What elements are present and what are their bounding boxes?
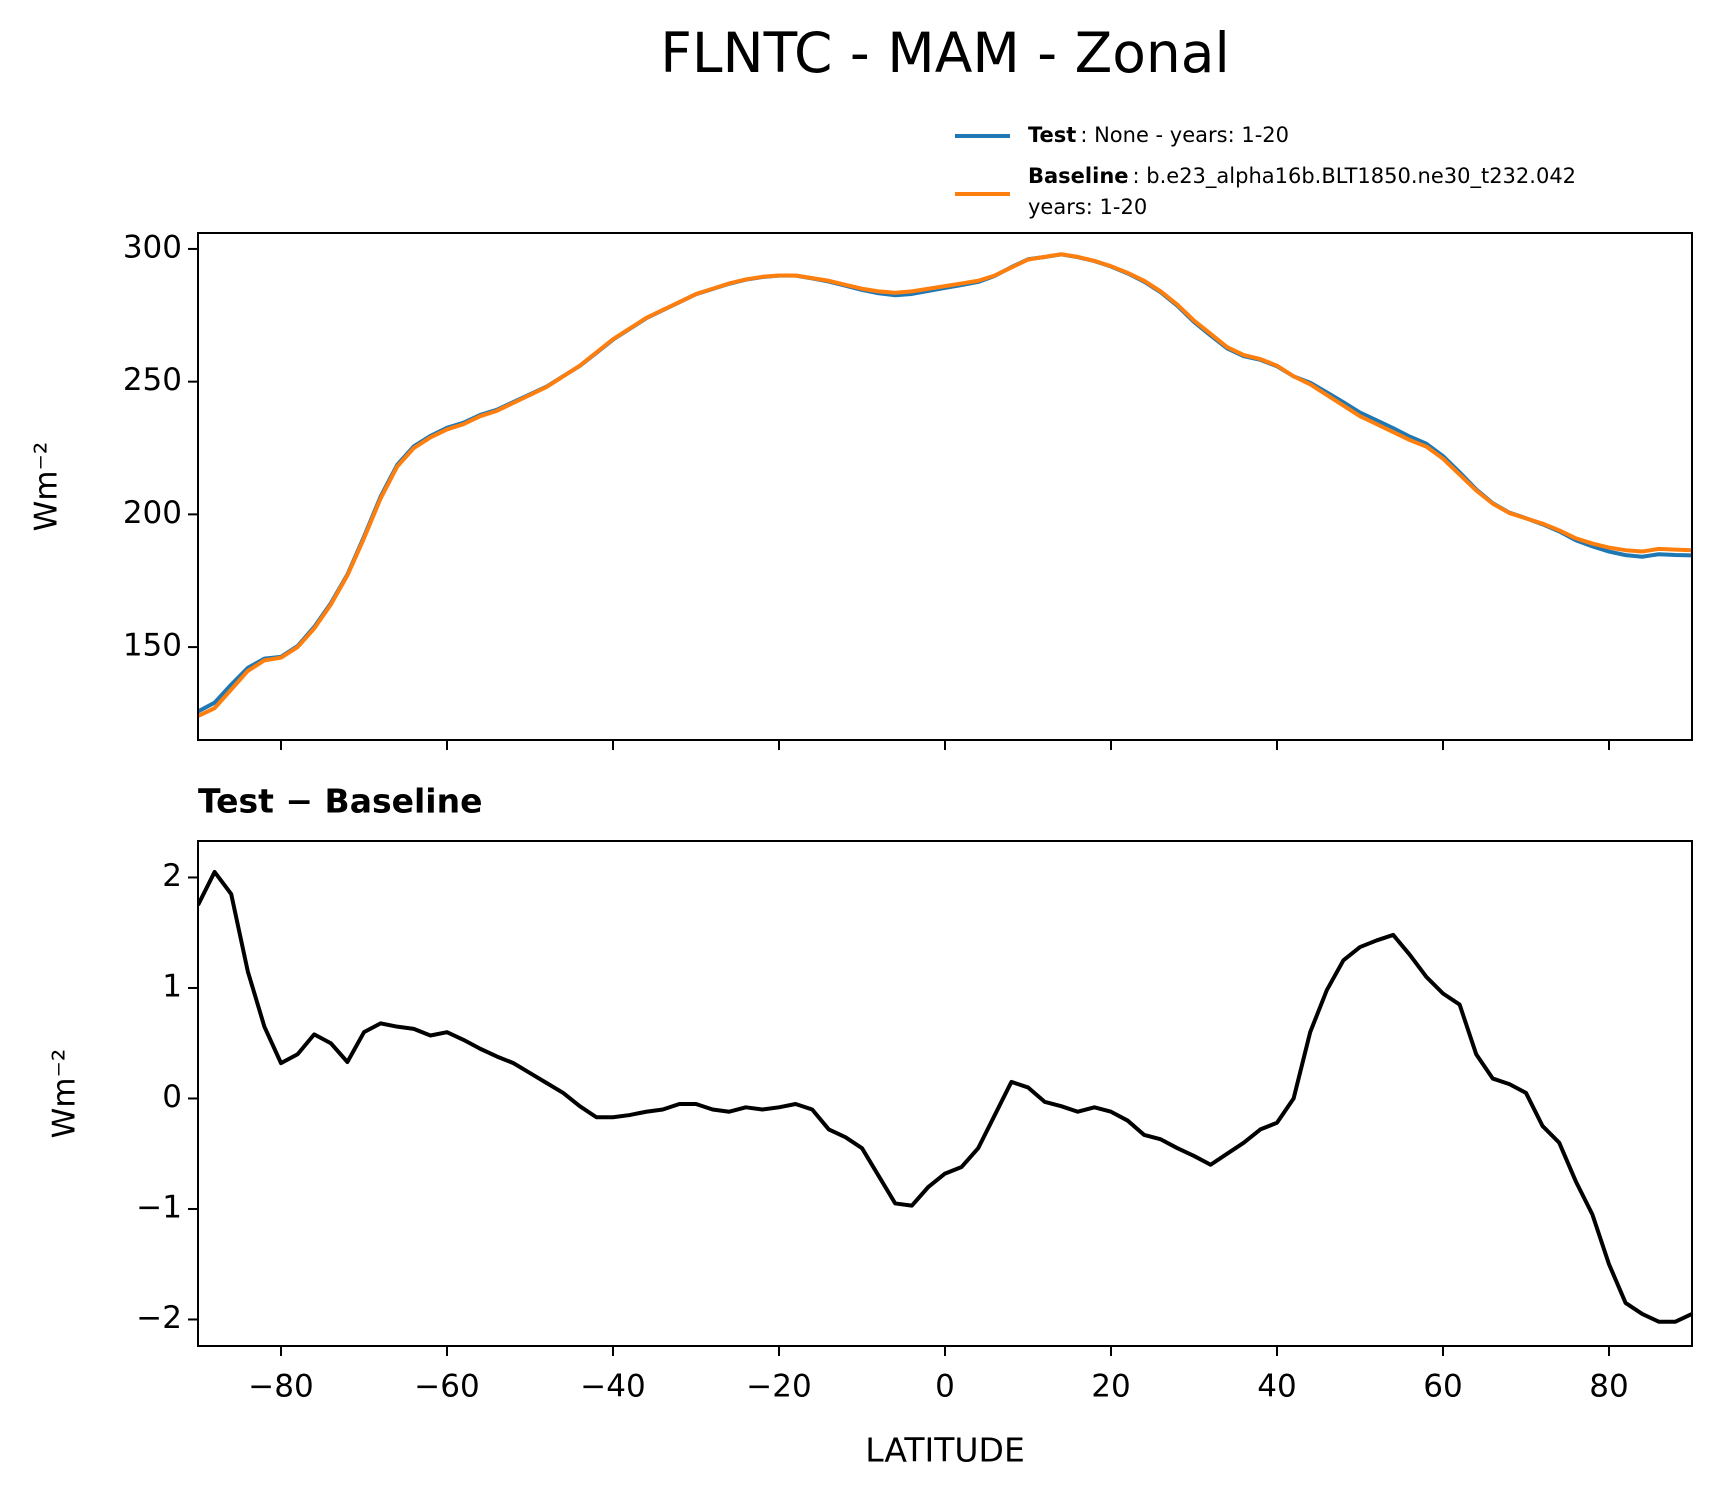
x-axis-label: LATITUDE [865, 1431, 1025, 1470]
y-tick-label: 200 [123, 495, 182, 531]
x-tick-label: 0 [935, 1369, 955, 1405]
data-line [198, 252, 1692, 718]
legend-name: Baseline [1028, 164, 1129, 188]
y-tick-label: 2 [162, 858, 182, 894]
legend-label: Baseline: b.e23_alpha16b.BLT1850.ne30_t2… [1028, 164, 1576, 189]
y-tick-label: 0 [162, 1079, 182, 1115]
y-axis-label: Wm⁻² [47, 1049, 83, 1139]
data-line [198, 869, 1692, 1324]
y-axis-label: Wm⁻² [29, 442, 65, 532]
axes-frame [197, 840, 1693, 1347]
x-tick-label: 40 [1257, 1369, 1296, 1405]
legend-description: : b.e23_alpha16b.BLT1850.ne30_t232.042 [1133, 164, 1577, 189]
x-tick-label: −60 [414, 1369, 479, 1405]
x-tick-label: −80 [248, 1369, 313, 1405]
legend-label: Test: None - years: 1-20 [1028, 123, 1289, 147]
x-tick-label: 60 [1423, 1369, 1462, 1405]
legend-description: years: 1-20 [1028, 195, 1147, 219]
x-tick-label: −40 [580, 1369, 645, 1405]
legend-description: : None - years: 1-20 [1080, 123, 1289, 147]
y-tick-label: 1 [162, 968, 182, 1004]
y-tick-label: 150 [123, 628, 182, 664]
legend-name: Test [1028, 123, 1076, 147]
figure-title: FLNTC - MAM - Zonal [660, 21, 1230, 85]
subplot-title: Test − Baseline [198, 782, 483, 821]
x-tick-label: 80 [1589, 1369, 1628, 1405]
x-tick-label: −20 [746, 1369, 811, 1405]
y-tick-label: −2 [136, 1300, 182, 1336]
x-tick-label: 20 [1091, 1369, 1130, 1405]
y-tick-label: 250 [123, 362, 182, 398]
y-tick-label: 300 [123, 229, 182, 265]
y-tick-label: −1 [136, 1189, 182, 1225]
axes-frame [197, 232, 1693, 741]
